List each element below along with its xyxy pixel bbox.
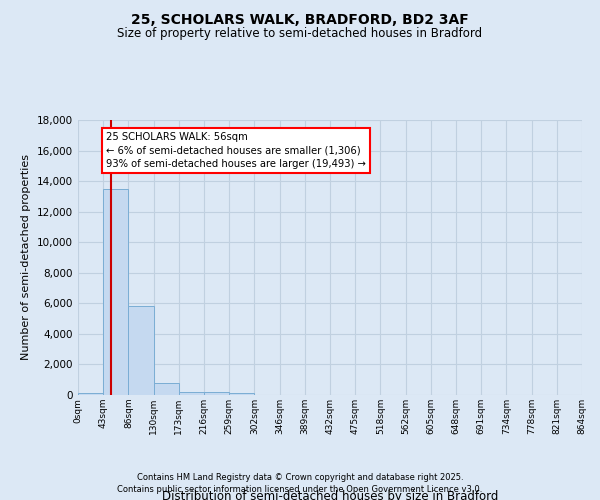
Text: 25 SCHOLARS WALK: 56sqm
← 6% of semi-detached houses are smaller (1,306)
93% of : 25 SCHOLARS WALK: 56sqm ← 6% of semi-det… bbox=[106, 132, 366, 168]
Bar bbox=[154, 383, 179, 395]
Text: Contains public sector information licensed under the Open Government Licence v3: Contains public sector information licen… bbox=[118, 485, 482, 494]
Y-axis label: Number of semi-detached properties: Number of semi-detached properties bbox=[22, 154, 31, 360]
Text: Contains HM Land Registry data © Crown copyright and database right 2025.: Contains HM Land Registry data © Crown c… bbox=[137, 472, 463, 482]
Bar bbox=[103, 188, 128, 395]
Bar bbox=[128, 306, 154, 395]
Text: 25, SCHOLARS WALK, BRADFORD, BD2 3AF: 25, SCHOLARS WALK, BRADFORD, BD2 3AF bbox=[131, 12, 469, 26]
Bar bbox=[229, 394, 254, 395]
Text: Size of property relative to semi-detached houses in Bradford: Size of property relative to semi-detach… bbox=[118, 28, 482, 40]
Bar bbox=[179, 392, 204, 395]
Bar bbox=[78, 394, 103, 395]
X-axis label: Distribution of semi-detached houses by size in Bradford: Distribution of semi-detached houses by … bbox=[162, 490, 498, 500]
Bar bbox=[204, 392, 229, 395]
